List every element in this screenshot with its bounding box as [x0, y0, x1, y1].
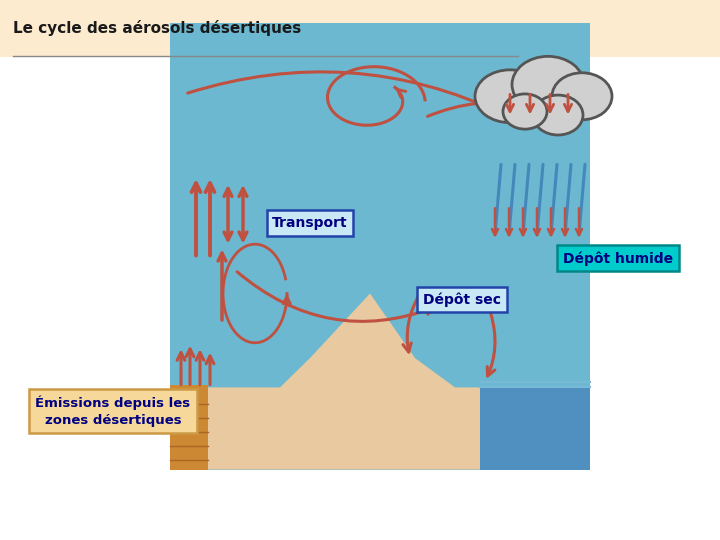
- Ellipse shape: [475, 70, 545, 123]
- Text: Émissions depuis les
zones désertiques: Émissions depuis les zones désertiques: [35, 395, 191, 427]
- Ellipse shape: [512, 56, 584, 113]
- Polygon shape: [480, 387, 590, 470]
- Text: Dépôt sec: Dépôt sec: [423, 292, 501, 307]
- Bar: [170, 23, 590, 470]
- Polygon shape: [170, 293, 590, 470]
- Text: Dépôt humide: Dépôt humide: [563, 251, 673, 266]
- Ellipse shape: [552, 73, 612, 120]
- Bar: [170, 385, 208, 470]
- Text: Le cycle des aérosols désertiques: Le cycle des aérosols désertiques: [13, 20, 301, 36]
- Text: Transport: Transport: [272, 216, 348, 230]
- Ellipse shape: [533, 95, 583, 135]
- Ellipse shape: [503, 94, 547, 129]
